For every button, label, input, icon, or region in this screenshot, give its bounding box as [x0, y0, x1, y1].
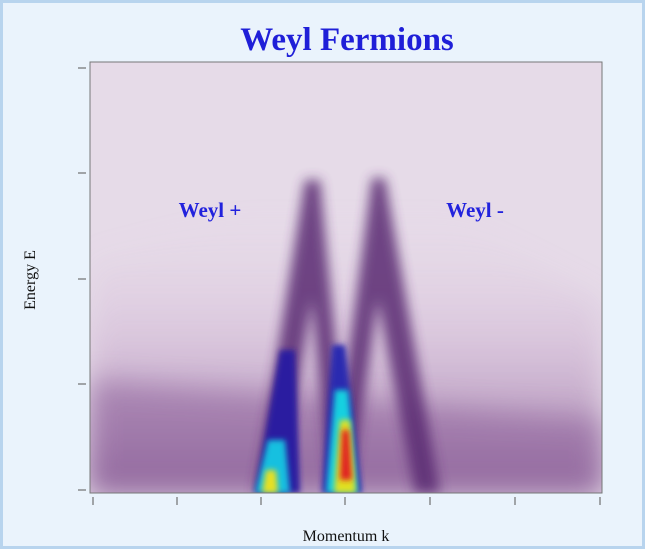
- y-axis-label: Energy E: [22, 250, 39, 310]
- annotation: Weyl -: [446, 198, 504, 222]
- chart-title: Weyl Fermions: [240, 22, 454, 58]
- annotation: Weyl +: [179, 198, 242, 222]
- x-axis-label: Momentum k: [303, 528, 390, 545]
- heatmap: [90, 62, 602, 493]
- figure: Weyl Fermions Weyl + Weyl - Momentum k E…: [0, 0, 645, 549]
